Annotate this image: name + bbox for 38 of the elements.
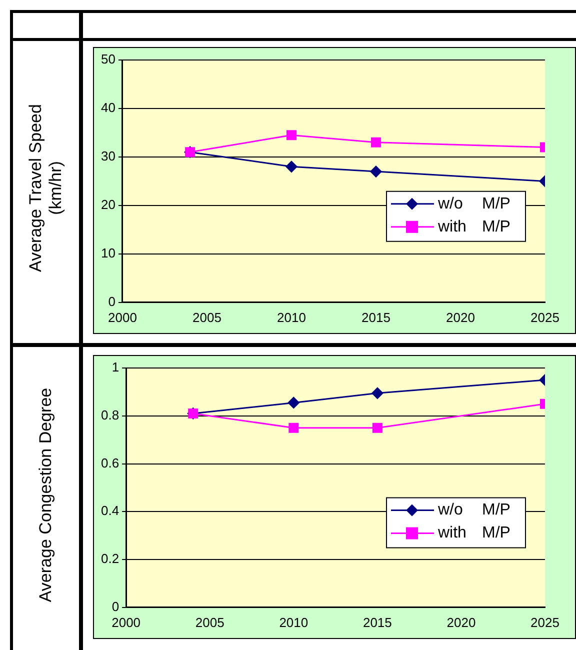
y-tick-label: 0.6 <box>100 455 120 470</box>
legend-label: with M/P <box>437 218 510 236</box>
x-tick-label: 2010 <box>279 614 308 630</box>
y-tick-label: 0.8 <box>100 407 120 422</box>
legend-label: with M/P <box>437 524 510 542</box>
point <box>286 160 298 172</box>
legend-label: w/o M/P <box>437 502 510 519</box>
y-tick-label: 50 <box>100 52 116 67</box>
y-tick-label: 40 <box>100 100 116 116</box>
x-tick-label: 2015 <box>362 614 392 630</box>
x-tick-label: 2005 <box>195 614 224 630</box>
y-tick-label: 10 <box>100 246 116 260</box>
point <box>288 396 300 408</box>
point <box>370 137 381 148</box>
x-tick-label: 2010 <box>277 310 306 325</box>
y-axis-title: Average Travel Speed (km/hr) <box>26 104 66 272</box>
point <box>288 422 299 433</box>
point <box>372 422 382 433</box>
point <box>372 387 384 399</box>
y-tick-label: 30 <box>100 148 116 164</box>
x-tick-label: 2000 <box>112 614 141 630</box>
y-axis-title: Average Congestion Degree <box>36 387 56 602</box>
point <box>370 166 382 178</box>
x-tick-label: 2025 <box>530 310 560 325</box>
point <box>286 130 296 140</box>
x-tick-label: 2005 <box>192 310 222 325</box>
x-tick-label: 2000 <box>108 310 137 325</box>
x-tick-label: 2020 <box>446 614 476 630</box>
y-tick-label: 0.4 <box>100 503 120 518</box>
y-tick-label: 0 <box>112 598 120 614</box>
y-tick-label: 0.2 <box>100 551 120 566</box>
legend-label: w/o M/P <box>437 195 510 212</box>
y-tick-label: 0 <box>108 294 116 309</box>
y-tick-label: 1 <box>112 360 120 375</box>
x-tick-label: 2025 <box>530 614 560 630</box>
x-tick-label: 2015 <box>362 310 390 325</box>
x-tick-label: 2020 <box>446 310 475 325</box>
y-tick-label: 20 <box>100 197 116 212</box>
